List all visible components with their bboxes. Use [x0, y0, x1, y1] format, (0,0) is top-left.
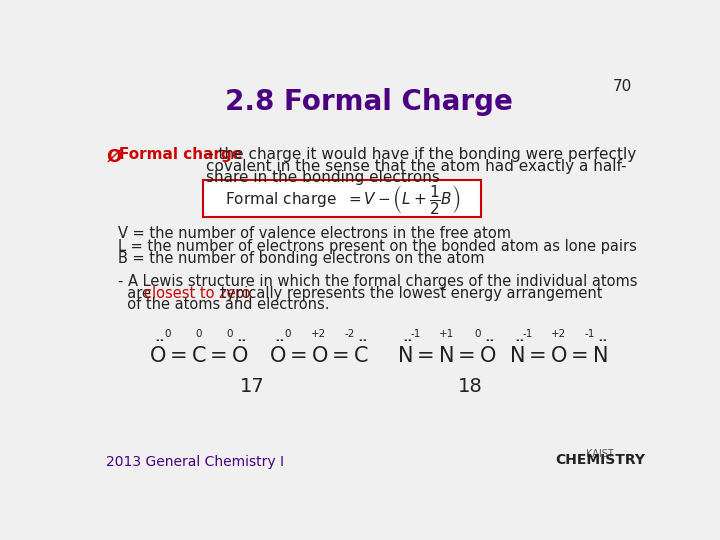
Text: $\ddot{\rm N}{=}{\rm O}{=}\ddot{\rm N}$: $\ddot{\rm N}{=}{\rm O}{=}\ddot{\rm N}$: [510, 341, 608, 367]
Text: +2: +2: [552, 329, 567, 339]
Text: Formal charge: Formal charge: [120, 147, 243, 162]
Text: Ø: Ø: [107, 147, 122, 165]
Text: -1: -1: [585, 329, 595, 339]
Text: +2: +2: [311, 329, 326, 339]
Text: L = the number of electrons present on the bonded atom as lone pairs: L = the number of electrons present on t…: [118, 239, 636, 254]
Text: -2: -2: [344, 329, 355, 339]
Text: $\ddot{\rm O}{=}{\rm C}{=}\ddot{\rm O}$: $\ddot{\rm O}{=}{\rm C}{=}\ddot{\rm O}$: [149, 341, 248, 367]
Text: 0: 0: [226, 329, 233, 339]
Text: -1: -1: [410, 329, 420, 339]
Text: 2013 General Chemistry I: 2013 General Chemistry I: [106, 455, 284, 469]
Text: 17: 17: [240, 377, 265, 396]
Text: typically represents the lowest energy arrangement: typically represents the lowest energy a…: [216, 286, 603, 301]
Text: B = the number of bonding electrons on the atom: B = the number of bonding electrons on t…: [118, 251, 485, 266]
Text: $\ddot{\rm O}{=}{\rm O}{=}\ddot{\rm C}$: $\ddot{\rm O}{=}{\rm O}{=}\ddot{\rm C}$: [269, 341, 369, 367]
Text: covalent in the sense that the atom had exactly a half-: covalent in the sense that the atom had …: [206, 159, 626, 174]
Text: Formal charge  $= V - \left(L + \dfrac{1}{2}B\right)$: Formal charge $= V - \left(L + \dfrac{1}…: [225, 183, 460, 216]
Text: +1: +1: [439, 329, 454, 339]
FancyBboxPatch shape: [203, 180, 482, 217]
Text: -1: -1: [523, 329, 533, 339]
Text: - A Lewis structure in which the formal charges of the individual atoms: - A Lewis structure in which the formal …: [118, 274, 637, 289]
Text: V = the number of valence electrons in the free atom: V = the number of valence electrons in t…: [118, 226, 511, 241]
Text: 0: 0: [284, 329, 291, 339]
Text: CHEMISTRY: CHEMISTRY: [555, 453, 645, 467]
Text: closest to zero: closest to zero: [144, 286, 251, 301]
Text: 18: 18: [457, 377, 482, 396]
Text: 0: 0: [164, 329, 171, 339]
Text: of the atoms and electrons.: of the atoms and electrons.: [118, 298, 329, 312]
Text: KAIST: KAIST: [586, 449, 614, 459]
Text: share in the bonding electrons: share in the bonding electrons: [206, 170, 440, 185]
Text: 2.8 Formal Charge: 2.8 Formal Charge: [225, 88, 513, 116]
Text: 70: 70: [613, 79, 632, 93]
Text: are: are: [118, 286, 156, 301]
Text: 0: 0: [474, 329, 481, 339]
Text: $\ddot{\rm N}{=}{\rm N}{=}\ddot{\rm O}$: $\ddot{\rm N}{=}{\rm N}{=}\ddot{\rm O}$: [397, 341, 496, 367]
Text: 0: 0: [195, 329, 202, 339]
Text: – the charge it would have if the bonding were perfectly: – the charge it would have if the bondin…: [206, 147, 636, 162]
